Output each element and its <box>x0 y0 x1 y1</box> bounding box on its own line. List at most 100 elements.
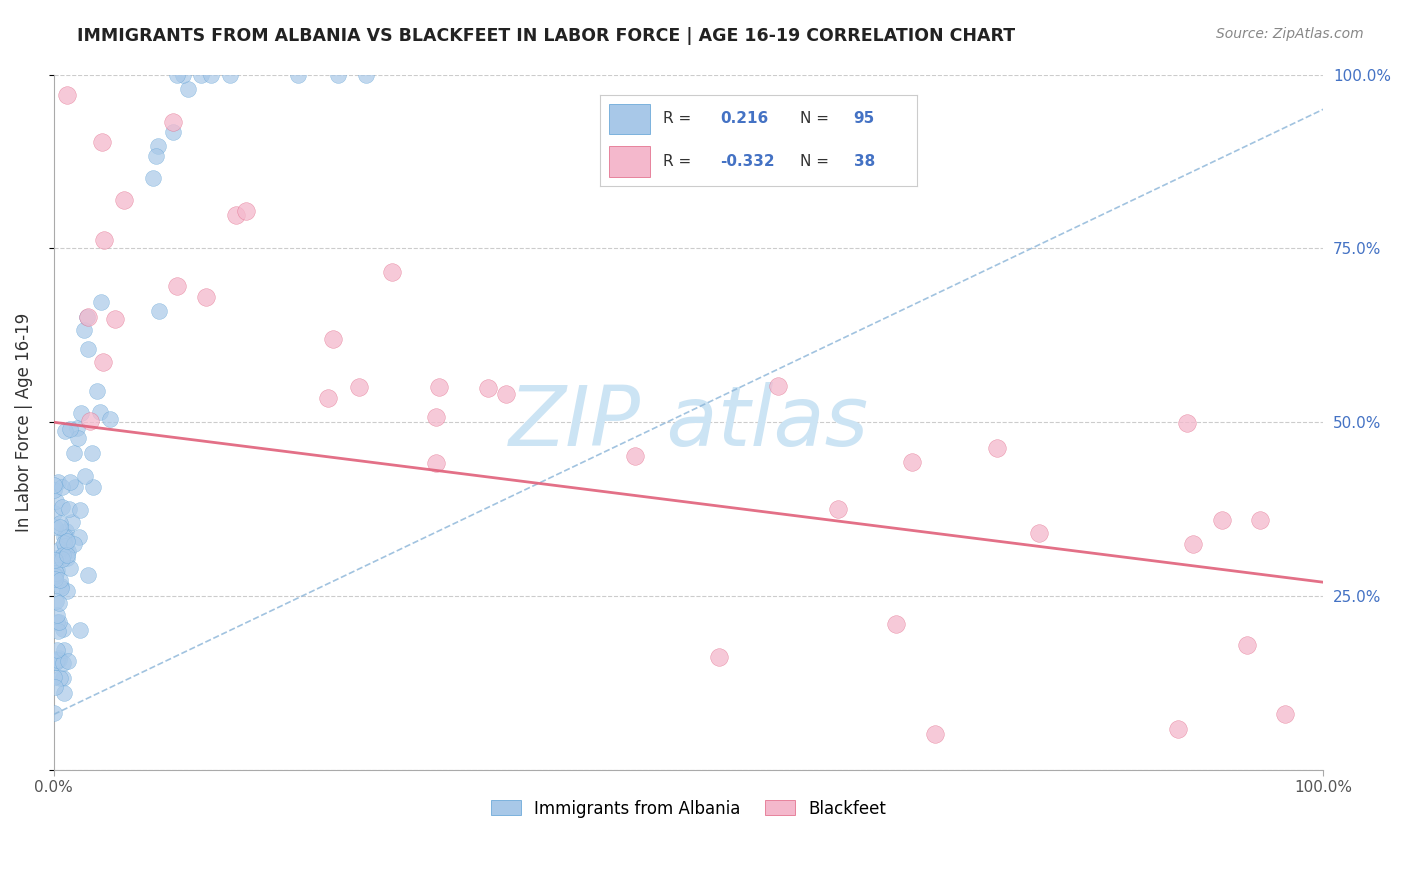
Point <box>427 380 450 394</box>
Point <box>425 456 447 470</box>
Point <box>60 515 83 529</box>
Y-axis label: In Labor Force | Age 16-19: In Labor Force | Age 16-19 <box>15 312 32 532</box>
Point <box>56 655 79 669</box>
Point <box>49 581 72 595</box>
Point <box>707 649 730 664</box>
Text: Source: ZipAtlas.com: Source: ZipAtlas.com <box>1216 27 1364 41</box>
Point <box>624 449 647 463</box>
Point <box>425 410 447 425</box>
Point <box>322 332 344 346</box>
Point <box>49 573 72 587</box>
Point <box>56 583 79 598</box>
Point <box>172 68 194 82</box>
Point <box>166 278 188 293</box>
Point <box>495 387 517 401</box>
Point <box>225 208 247 222</box>
Point <box>77 310 100 325</box>
Point <box>46 475 69 489</box>
Point <box>1211 513 1233 527</box>
Point <box>1249 513 1271 527</box>
Point <box>45 494 67 508</box>
Point <box>44 569 66 583</box>
Point <box>195 290 218 304</box>
Text: ZIP atlas: ZIP atlas <box>509 382 869 463</box>
Point <box>86 384 108 398</box>
Point <box>148 139 170 153</box>
Point <box>56 534 79 549</box>
Point <box>46 643 69 657</box>
Point <box>52 530 75 544</box>
Point <box>827 502 849 516</box>
Point <box>1175 416 1198 430</box>
Point <box>58 544 80 558</box>
Point <box>162 125 184 139</box>
Point <box>49 579 72 593</box>
Point <box>90 294 112 309</box>
Point <box>45 566 67 580</box>
Point <box>148 303 170 318</box>
Point <box>63 480 86 494</box>
Point <box>48 651 70 665</box>
Point <box>89 404 111 418</box>
Point <box>90 135 112 149</box>
Point <box>80 445 103 459</box>
Point <box>42 483 65 497</box>
Text: IMMIGRANTS FROM ALBANIA VS BLACKFEET IN LABOR FORCE | AGE 16-19 CORRELATION CHAR: IMMIGRANTS FROM ALBANIA VS BLACKFEET IN … <box>77 27 1015 45</box>
Point <box>142 170 165 185</box>
Point <box>162 115 184 129</box>
Point <box>477 381 499 395</box>
Point <box>63 446 86 460</box>
Point <box>53 643 76 657</box>
Point <box>51 500 73 514</box>
Point <box>48 516 70 530</box>
Point <box>190 68 212 82</box>
Point <box>76 310 98 324</box>
Point <box>52 548 75 562</box>
Point <box>347 380 370 394</box>
Point <box>46 551 69 566</box>
Point <box>45 594 67 608</box>
Point <box>53 424 76 438</box>
Point <box>48 653 70 667</box>
Point <box>62 536 84 550</box>
Point <box>42 670 65 684</box>
Point <box>49 671 72 685</box>
Point <box>177 82 200 96</box>
Point <box>49 542 72 557</box>
Point <box>44 568 66 582</box>
Point <box>768 379 790 393</box>
Point <box>354 68 377 82</box>
Point <box>73 323 96 337</box>
Point <box>58 501 80 516</box>
Point <box>235 203 257 218</box>
Point <box>1167 722 1189 736</box>
Point <box>56 550 79 565</box>
Point <box>93 233 115 247</box>
Point <box>55 88 77 103</box>
Point <box>75 469 97 483</box>
Point <box>58 475 80 490</box>
Point <box>381 265 404 279</box>
Point <box>1182 537 1205 551</box>
Point <box>91 355 114 369</box>
Point <box>56 548 79 562</box>
Point <box>51 481 73 495</box>
Point <box>42 506 65 520</box>
Point <box>53 535 76 549</box>
Point <box>69 502 91 516</box>
Point <box>52 671 75 685</box>
Point <box>48 615 70 630</box>
Point <box>1028 525 1050 540</box>
Point <box>46 653 69 667</box>
Point <box>219 68 242 82</box>
Point <box>287 68 309 82</box>
Point <box>67 530 90 544</box>
Point <box>45 655 67 669</box>
Point <box>901 455 924 469</box>
Point <box>67 431 90 445</box>
Legend: Immigrants from Albania, Blackfeet: Immigrants from Albania, Blackfeet <box>484 793 893 824</box>
Point <box>45 563 67 577</box>
Point <box>79 414 101 428</box>
Point <box>45 655 67 669</box>
Point <box>44 680 66 694</box>
